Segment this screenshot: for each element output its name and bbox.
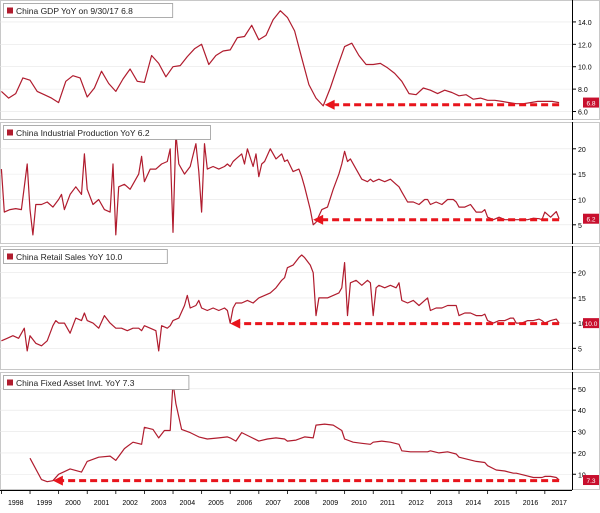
x-tick-label: 2011 [380,500,395,507]
y-tick-label: 8.0 [578,87,588,94]
legend-swatch [7,129,13,136]
legend-label: China GDP YoY on 9/30/17 6.8 [16,6,133,16]
x-tick-label: 2010 [351,500,367,507]
x-tick-label: 2006 [237,500,253,507]
y-tick-label: 20 [578,147,586,154]
x-tick-label: 2012 [408,500,424,507]
x-tick-label: 2013 [437,500,453,507]
arrow-head-icon [230,318,241,329]
y-tick-label: 5 [578,346,582,353]
x-tick-label: 2014 [466,500,482,507]
x-tick-label: 1998 [8,500,24,507]
series-line [0,133,560,236]
y-tick-label: 6.0 [578,110,588,117]
legend-box [3,249,168,264]
x-tick-label: 2007 [265,500,281,507]
panel-3: 5 10 15 20 10.0 China Retail Sales YoY 10.0 [0,246,600,370]
panel-1: 6.0 8.0 10.0 12.0 14.0 6.8 China GDP YoY on 9/… [0,0,600,120]
legend-swatch [7,379,13,386]
panel-2: 5 10 15 20 6.2 China Industrial Production Yo… [0,122,600,244]
y-tick-label: 12.0 [578,42,592,49]
arrow-head-icon [324,99,335,110]
x-tick-label: 2005 [208,500,224,507]
y-tick-label: 40 [578,408,586,415]
x-tick-label: 2004 [180,500,196,507]
y-tick-label: 15 [578,172,586,179]
y-tick-label: 20 [578,271,586,278]
y-tick-label: 20 [578,451,586,458]
x-tick-label: 2001 [94,500,110,507]
last-value-label: 10.0 [585,321,598,328]
legend-swatch [7,253,13,260]
last-value-label: 6.2 [586,217,595,224]
y-tick-label: 15 [578,296,586,303]
y-tick-label: 10 [578,472,586,479]
y-tick-label: 10 [578,197,586,204]
panel-4: 10 20 30 40 50 7.3 China Fixed Asset Invt. YoY… [0,372,600,490]
legend-swatch [7,7,13,14]
x-tick-label: 2017 [551,500,567,507]
y-tick-label: 50 [578,387,586,394]
last-value-badge [583,475,599,486]
legend-label: China Fixed Asset Invt. YoY 7.3 [16,378,135,388]
x-tick-label: 1999 [37,500,53,507]
series-line [29,381,560,483]
last-value-label: 7.3 [586,478,595,485]
arrow-head-icon [52,475,63,486]
legend-box [3,375,190,390]
y-tick-label: 10 [578,321,586,328]
x-tick-label: 2008 [294,500,310,507]
y-tick-label: 30 [578,430,586,437]
last-value-label: 6.8 [586,101,595,108]
arrow-head-icon [313,214,324,225]
y-tick-label: 14.0 [578,20,592,27]
y-tick-label: 5 [578,223,582,230]
legend-label: China Industrial Production YoY 6.2 [16,128,150,138]
x-tick-label: 2015 [494,500,510,507]
last-value-badge [583,318,599,329]
x-tick-label: 2000 [65,500,81,507]
y-tick-label: 10.0 [578,65,592,72]
x-tick-label: 2009 [323,500,339,507]
series-line [0,10,560,107]
x-tick-label: 2016 [523,500,539,507]
last-value-badge [583,213,599,224]
legend-label: China Retail Sales YoY 10.0 [16,252,122,262]
legend-box [3,3,174,18]
last-value-badge [583,97,599,108]
x-tick-label: 2002 [122,500,138,507]
series-line [1,254,560,352]
x-tick-label: 2003 [151,500,167,507]
legend-box [3,125,211,140]
